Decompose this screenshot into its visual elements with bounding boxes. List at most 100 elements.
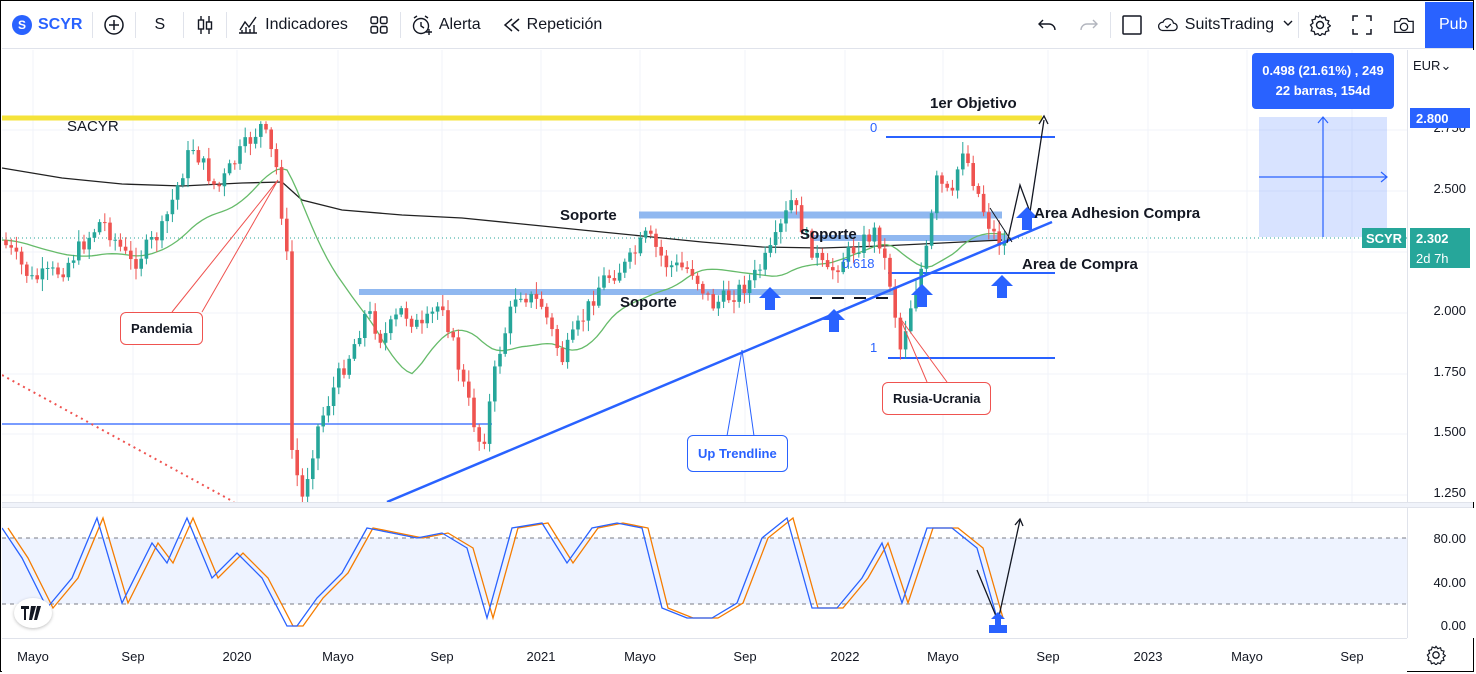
candle-body bbox=[550, 317, 554, 330]
oscillator-pane[interactable] bbox=[2, 508, 1407, 638]
axis-settings-button[interactable] bbox=[1426, 645, 1447, 670]
symbol-search[interactable]: S SCYR bbox=[2, 2, 92, 48]
layouts-button[interactable] bbox=[358, 2, 400, 48]
gear-icon bbox=[1309, 14, 1331, 36]
pandemia-pointer bbox=[171, 179, 279, 313]
candle-body bbox=[675, 262, 679, 266]
candle-body bbox=[997, 231, 1001, 246]
candle-body bbox=[97, 222, 102, 233]
candle-body bbox=[456, 337, 461, 370]
candle-body bbox=[872, 227, 877, 242]
candle-body bbox=[851, 246, 856, 254]
candle-body bbox=[337, 368, 341, 388]
candle-body bbox=[394, 314, 398, 320]
indicators-button[interactable]: Indicadores bbox=[227, 2, 358, 48]
candle-body bbox=[992, 228, 996, 232]
candle-body bbox=[1002, 241, 1007, 246]
candle-body bbox=[893, 286, 897, 318]
pane-divider[interactable] bbox=[2, 502, 1473, 508]
x-tick: Mayo bbox=[17, 649, 49, 664]
candle-body bbox=[363, 313, 367, 339]
symbol-logo-icon: S bbox=[12, 15, 32, 35]
candle-body bbox=[191, 150, 195, 152]
currency-selector[interactable]: EUR⌄ bbox=[1413, 58, 1451, 74]
candle-body bbox=[238, 146, 242, 164]
fullscreen-select-button[interactable] bbox=[1111, 2, 1153, 48]
measure-arrows bbox=[1317, 116, 1388, 183]
candle-body bbox=[576, 320, 580, 330]
objetivo-label[interactable]: 1er Objetivo bbox=[930, 95, 1017, 112]
oscillator-axis[interactable]: 80.00 40.00 0.00 bbox=[1407, 508, 1474, 638]
snapshot-button[interactable] bbox=[1383, 2, 1425, 48]
indicators-icon bbox=[237, 14, 259, 36]
soporte-mid-label[interactable]: Soporte bbox=[800, 226, 857, 243]
candle-body bbox=[857, 252, 861, 254]
projection-arrowhead bbox=[1038, 114, 1049, 125]
interval-button[interactable]: S bbox=[136, 2, 183, 48]
candle-body bbox=[461, 369, 466, 382]
top-toolbar: S SCYR S Indicadores Alerta bbox=[2, 2, 1473, 49]
candle-body bbox=[326, 406, 331, 416]
candle-body bbox=[633, 252, 637, 254]
main-chart-pane[interactable]: SACYR 1er Objetivo Soporte Soporte Sopor… bbox=[2, 50, 1407, 502]
undo-button[interactable] bbox=[1026, 2, 1068, 48]
replay-button[interactable]: Repetición bbox=[491, 2, 613, 48]
candle-body bbox=[914, 291, 918, 309]
candle-body bbox=[779, 223, 783, 233]
candle-body bbox=[477, 427, 481, 442]
x-tick: Sep bbox=[1036, 649, 1060, 664]
candle-body bbox=[14, 247, 19, 252]
stoch-band bbox=[2, 538, 1407, 604]
time-axis[interactable]: Mayo Sep 2020 Mayo Sep 2021 Mayo Sep 202… bbox=[2, 638, 1447, 673]
x-tick: Sep bbox=[1340, 649, 1364, 664]
candle-body bbox=[737, 284, 741, 302]
trendline-callout[interactable]: Up Trendline bbox=[687, 435, 788, 472]
compare-button[interactable] bbox=[93, 2, 135, 48]
pandemia-callout[interactable]: Pandemia bbox=[120, 312, 204, 345]
settings-button[interactable] bbox=[1299, 2, 1341, 48]
candle-body bbox=[742, 284, 747, 294]
candle-body bbox=[285, 218, 289, 252]
measure-line-1: 0.498 (21.61%) , 249 bbox=[1262, 63, 1384, 78]
candle-body bbox=[565, 339, 570, 363]
redo-button[interactable] bbox=[1068, 2, 1110, 48]
rusia-callout[interactable]: Rusia-Ucrania bbox=[882, 382, 992, 415]
candle-body bbox=[924, 245, 929, 269]
candle-body bbox=[529, 293, 533, 303]
buy-arrow bbox=[911, 284, 933, 307]
y-tick: 2.000 bbox=[1433, 303, 1466, 318]
candle-body bbox=[597, 287, 601, 306]
price-axis[interactable]: 2.750 2.500 2.000 1.750 1.500 1.250 2.80… bbox=[1407, 50, 1474, 502]
publish-button[interactable]: Pub bbox=[1425, 2, 1473, 48]
area-adhesion-label[interactable]: Area Adhesion Compra bbox=[1034, 205, 1201, 222]
candle-body bbox=[253, 136, 258, 144]
candle-body bbox=[513, 299, 518, 307]
layout-save-button[interactable]: SuitsTrading bbox=[1153, 2, 1298, 48]
separator bbox=[226, 12, 228, 38]
x-tick: Mayo bbox=[624, 649, 656, 664]
candle-body bbox=[888, 257, 892, 287]
separator bbox=[135, 12, 137, 38]
alarm-clock-icon bbox=[411, 14, 433, 36]
chart-symbol-label: SACYR bbox=[67, 118, 119, 135]
alert-button[interactable]: Alerta bbox=[401, 2, 491, 48]
x-tick: 2022 bbox=[830, 649, 860, 664]
fullscreen-button[interactable] bbox=[1341, 2, 1383, 48]
candle-body bbox=[503, 333, 507, 354]
candle-body bbox=[155, 237, 159, 241]
area-compra-label[interactable]: Area de Compra bbox=[1022, 256, 1138, 273]
candle-body bbox=[415, 319, 419, 327]
measure-tooltip: 0.498 (21.61%) , 249 22 barras, 154d bbox=[1252, 53, 1394, 109]
candle-body bbox=[940, 175, 944, 184]
candle-body bbox=[201, 158, 206, 163]
candle-body bbox=[233, 163, 237, 165]
chart-type-button[interactable] bbox=[184, 2, 226, 48]
candle-body bbox=[841, 261, 845, 273]
soporte-top-label[interactable]: Soporte bbox=[560, 207, 617, 224]
candle-body bbox=[877, 227, 882, 249]
separator bbox=[1298, 12, 1299, 38]
plus-circle-icon bbox=[103, 14, 125, 36]
candle-body bbox=[654, 233, 658, 247]
soporte-low-label[interactable]: Soporte bbox=[620, 294, 677, 311]
candle-body bbox=[4, 240, 8, 246]
